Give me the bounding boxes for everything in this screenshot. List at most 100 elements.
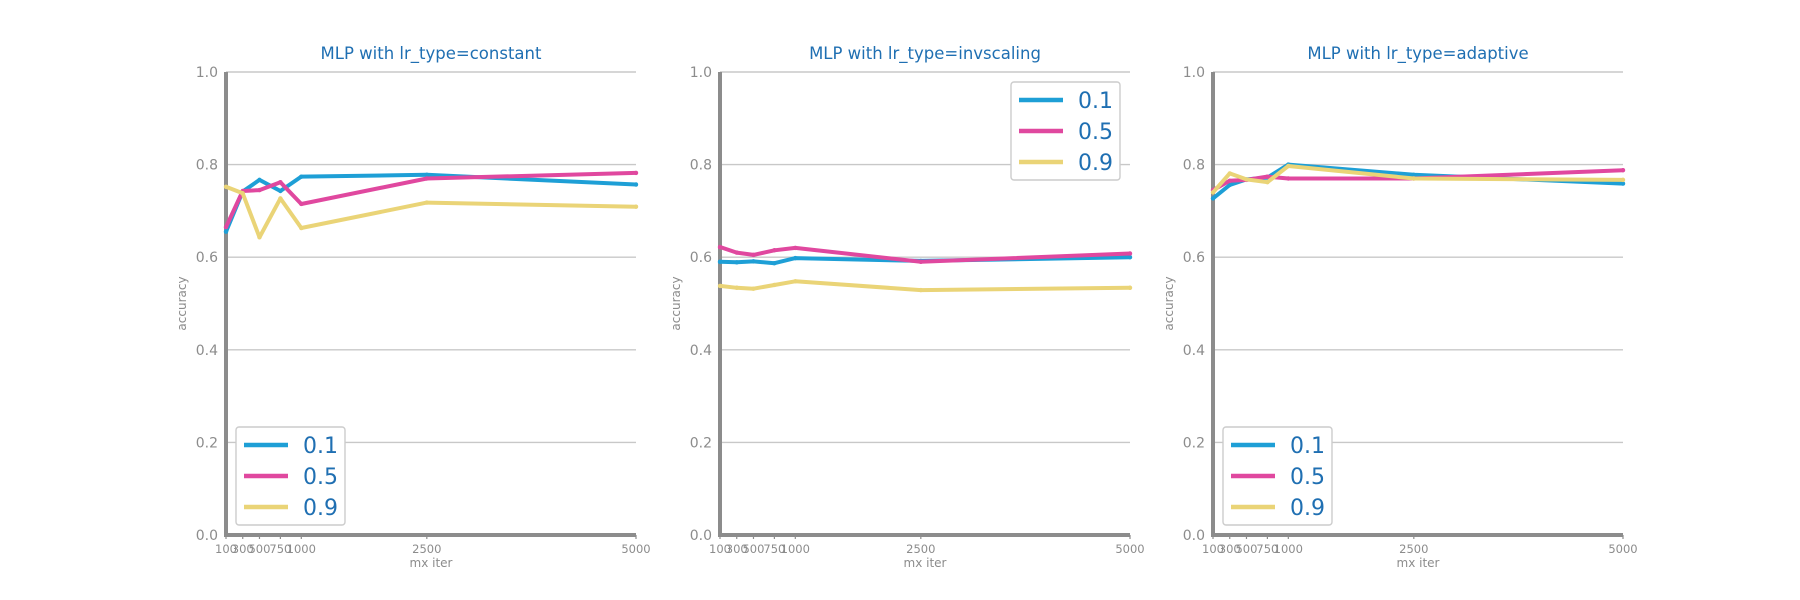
x-tick-label: 750 <box>269 542 291 556</box>
y-tick-label: 0.2 <box>1183 435 1205 451</box>
y-axis-label: accuracy <box>1162 276 1176 330</box>
series-line-0.9 <box>224 184 638 240</box>
y-tick-label: 0.4 <box>196 343 218 359</box>
legend-label-0.5: 0.5 <box>1078 120 1113 145</box>
legend-label-0.1: 0.1 <box>1078 89 1113 114</box>
y-tick-label: 0.8 <box>1183 158 1205 174</box>
legend-label-0.1: 0.1 <box>1290 434 1325 459</box>
y-tick-label: 0.2 <box>690 435 712 451</box>
data-point-0.9 <box>918 287 924 293</box>
x-tick-label: 100 <box>709 542 731 556</box>
series-line-0.9 <box>718 279 1132 293</box>
x-tick-label: 300 <box>1219 542 1241 556</box>
chart-title: MLP with lr_type=constant <box>321 44 542 64</box>
x-tick-label: 1000 <box>781 542 810 556</box>
x-tick-label: 2500 <box>412 542 441 556</box>
legend-label-0.9: 0.9 <box>1078 151 1113 176</box>
x-tick-label: 2500 <box>906 542 935 556</box>
data-point-0.9 <box>772 282 777 288</box>
x-tick-label: 5000 <box>1608 542 1637 556</box>
y-tick-label: 0.0 <box>1183 528 1205 544</box>
series-line-0.9 <box>1211 164 1625 195</box>
y-tick-label: 0.0 <box>196 528 218 544</box>
x-tick-label: 100 <box>215 542 237 556</box>
data-point-0.1 <box>633 182 639 187</box>
data-point-0.1 <box>751 259 756 264</box>
data-point-0.9 <box>793 279 798 284</box>
data-point-0.9 <box>257 235 262 240</box>
data-point-0.9 <box>223 184 229 190</box>
data-point-0.9 <box>734 285 739 290</box>
y-tick-label: 0.8 <box>690 158 712 174</box>
data-point-0.9 <box>1227 171 1232 176</box>
x-tick-label: 100 <box>1202 542 1224 556</box>
data-point-0.5 <box>772 248 777 253</box>
legend-box <box>1222 426 1333 526</box>
data-point-0.5 <box>1620 167 1626 173</box>
data-point-0.5 <box>257 187 262 193</box>
legend-label-0.5: 0.5 <box>303 465 338 490</box>
x-tick-label: 500 <box>248 542 270 556</box>
data-point-0.1 <box>278 188 283 194</box>
legend-box <box>1010 81 1121 181</box>
data-point-0.5 <box>1265 174 1270 179</box>
y-tick-label: 0.4 <box>1183 343 1205 359</box>
y-tick-label: 0.0 <box>690 528 712 544</box>
data-point-0.9 <box>1411 176 1417 181</box>
y-tick-label: 0.6 <box>690 250 712 266</box>
data-point-0.1 <box>717 259 723 265</box>
x-tick-label: 750 <box>763 542 785 556</box>
data-point-0.1 <box>299 174 304 179</box>
x-tick-label: 5000 <box>1115 542 1144 556</box>
data-point-0.5 <box>1227 178 1232 184</box>
legend: 0.1 0.5 0.9 <box>1222 426 1333 526</box>
series-line-0.1 <box>1211 162 1625 201</box>
data-point-0.9 <box>424 200 430 205</box>
data-point-0.1 <box>223 229 229 234</box>
data-point-0.5 <box>751 252 756 258</box>
data-point-0.9 <box>717 283 723 289</box>
chart-title: MLP with lr_type=invscaling <box>809 44 1041 64</box>
data-point-0.5 <box>424 176 430 181</box>
data-point-0.5 <box>793 245 798 251</box>
data-point-0.5 <box>223 224 229 230</box>
data-point-0.5 <box>1286 176 1291 181</box>
x-tick-label: 2500 <box>1399 542 1428 556</box>
data-point-0.1 <box>257 177 262 183</box>
y-tick-label: 0.6 <box>196 250 218 266</box>
y-tick-label: 1.0 <box>1183 65 1205 81</box>
data-point-0.5 <box>299 201 304 207</box>
legend-label-0.1: 0.1 <box>303 434 338 459</box>
x-tick-label: 750 <box>1256 542 1278 556</box>
x-tick-label: 5000 <box>621 542 650 556</box>
data-point-0.5 <box>717 244 723 250</box>
y-axis-label: accuracy <box>175 276 189 330</box>
y-tick-label: 1.0 <box>196 65 218 81</box>
data-point-0.1 <box>772 261 777 266</box>
data-point-0.1 <box>424 172 430 177</box>
data-point-0.9 <box>1286 163 1291 169</box>
legend-box <box>235 426 346 526</box>
data-point-0.1 <box>793 255 798 261</box>
chart-title: MLP with lr_type=adaptive <box>1307 44 1528 64</box>
legend: 0.1 0.5 0.9 <box>1010 81 1121 181</box>
y-axis-label: accuracy <box>669 276 683 330</box>
data-point-0.1 <box>1210 196 1216 201</box>
x-tick-label: 500 <box>1235 542 1257 556</box>
y-tick-label: 0.2 <box>196 435 218 451</box>
y-tick-label: 0.8 <box>196 158 218 174</box>
x-axis-label: mx iter <box>1397 556 1440 570</box>
data-point-0.1 <box>1411 172 1417 177</box>
legend: 0.1 0.5 0.9 <box>235 426 346 526</box>
data-point-0.9 <box>1620 177 1626 183</box>
x-axis-label: mx iter <box>410 556 453 570</box>
data-point-0.9 <box>278 196 283 201</box>
x-tick-label: 1000 <box>287 542 316 556</box>
x-axis-label: mx iter <box>904 556 947 570</box>
data-point-0.9 <box>633 204 639 209</box>
legend-label-0.5: 0.5 <box>1290 465 1325 490</box>
